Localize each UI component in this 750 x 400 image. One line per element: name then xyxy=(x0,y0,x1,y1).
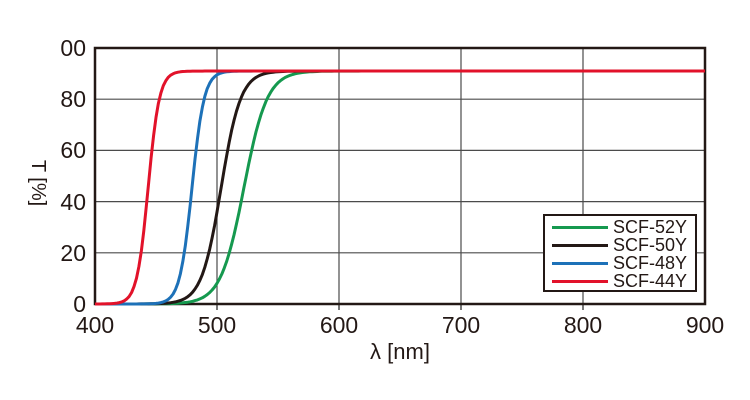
x-axis-title: λ [nm] xyxy=(370,339,430,364)
x-tick-label: 400 xyxy=(75,312,115,338)
legend-item: SCF-44Y xyxy=(545,272,695,290)
legend-item: SCF-50Y xyxy=(545,236,695,254)
x-tick-label: 800 xyxy=(563,312,603,338)
legend-line-swatch xyxy=(552,243,608,247)
x-tick-label: 700 xyxy=(441,312,481,338)
y-tick-label: 40 xyxy=(60,188,86,215)
axes-frame xyxy=(93,46,707,306)
y-tick-label: 20 xyxy=(60,239,86,266)
y-tick-label: 80 xyxy=(60,86,86,113)
x-tick-label: 600 xyxy=(319,312,359,338)
legend-line-swatch xyxy=(552,279,608,283)
y-tick-label: 0 xyxy=(73,291,86,317)
legend-item: SCF-52Y xyxy=(545,218,695,236)
legend-line-swatch xyxy=(552,261,608,265)
y-tick-label: 00 xyxy=(60,35,86,61)
legend-label: SCF-50Y xyxy=(613,235,688,255)
legend-label: SCF-48Y xyxy=(613,253,688,273)
curve-scf-44y xyxy=(95,69,705,306)
x-tick-label: 500 xyxy=(197,312,237,338)
legend: SCF-52Y SCF-50Y SCF-48Y SCF-44Y xyxy=(543,214,697,292)
x-tick-label: 900 xyxy=(685,312,725,338)
legend-label: SCF-44Y xyxy=(613,271,688,291)
legend-label: SCF-52Y xyxy=(613,217,688,237)
y-tick-label: 60 xyxy=(60,137,86,164)
legend-item: SCF-48Y xyxy=(545,254,695,272)
legend-line-swatch xyxy=(552,225,608,229)
